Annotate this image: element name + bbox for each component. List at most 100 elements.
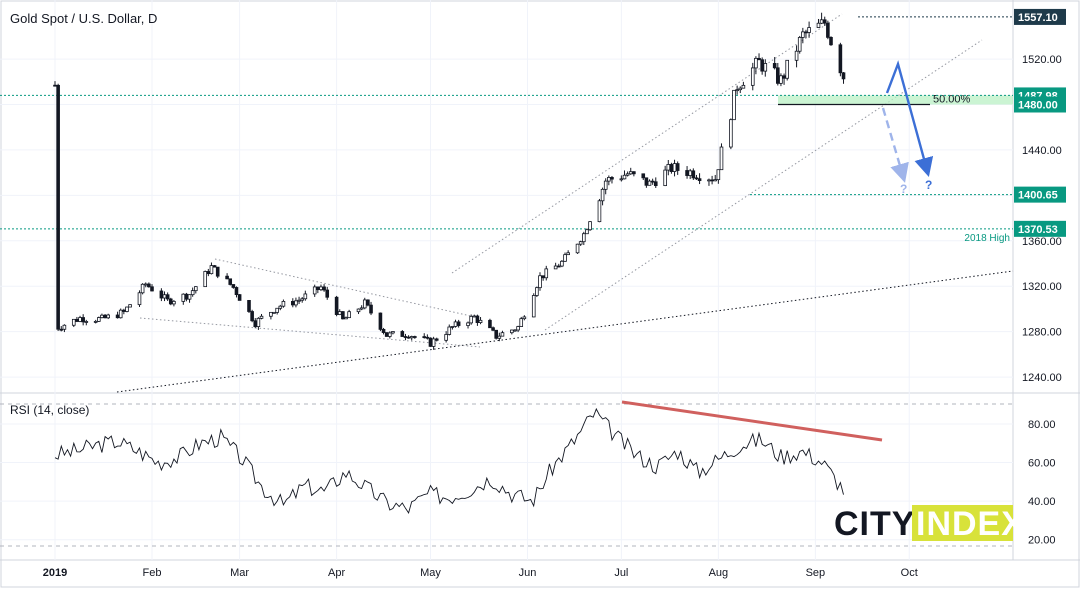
candle-down xyxy=(669,164,674,172)
city-index-logo: CITY INDEX xyxy=(834,505,1025,543)
rsi-title[interactable]: RSI (14, close) xyxy=(10,403,89,417)
candle-up xyxy=(741,84,746,89)
candle-up xyxy=(513,329,517,332)
candle-down xyxy=(231,284,236,288)
candle-up xyxy=(359,307,364,310)
candle-up xyxy=(779,75,783,84)
candle-down xyxy=(556,265,561,268)
candle-up xyxy=(628,171,633,175)
candle-up xyxy=(553,265,558,270)
candle-down xyxy=(475,315,480,323)
candle-up xyxy=(578,241,583,245)
candle-down xyxy=(59,328,64,331)
candle-down xyxy=(75,318,79,322)
candle-down xyxy=(838,44,843,74)
forecast-arrow-bounce xyxy=(885,60,934,177)
candle-down xyxy=(804,31,808,34)
candle-up xyxy=(672,163,677,172)
candle-down xyxy=(434,338,439,341)
time-tick-label: Apr xyxy=(328,567,345,579)
candle-up xyxy=(256,317,261,327)
price-level-box xyxy=(1014,96,1066,113)
candle-up xyxy=(344,317,348,320)
candle-up xyxy=(125,306,129,312)
price-level-box xyxy=(1014,8,1066,25)
candle-down xyxy=(541,275,545,279)
candle-up xyxy=(469,315,473,324)
candle-up xyxy=(337,311,342,315)
candle-up xyxy=(544,268,549,279)
long-term-support-line xyxy=(116,270,1014,393)
candle-up xyxy=(497,335,502,339)
candle-up xyxy=(582,233,586,243)
candle-up xyxy=(663,169,667,187)
candle-up xyxy=(453,321,458,327)
rsi-divergence-line xyxy=(621,400,883,442)
candle-down xyxy=(325,289,330,298)
candle-down xyxy=(225,275,229,280)
candle-up xyxy=(278,305,283,309)
candle-up xyxy=(303,293,308,300)
candle-up xyxy=(472,315,477,318)
candle-up xyxy=(297,299,301,302)
candle-up xyxy=(566,252,570,256)
candle-down xyxy=(413,336,417,338)
candle-up xyxy=(819,19,824,24)
candle-up xyxy=(447,326,452,335)
candle-up xyxy=(312,286,317,295)
candle-up xyxy=(140,283,145,294)
candle-down xyxy=(425,336,430,339)
candle-up xyxy=(738,87,743,91)
candle-down xyxy=(422,336,427,338)
candle-up xyxy=(535,287,539,296)
time-tick-label: May xyxy=(420,567,441,579)
candle-down xyxy=(103,314,107,319)
candle-up xyxy=(750,67,755,86)
candle-up xyxy=(347,311,351,319)
candle-up xyxy=(797,37,802,52)
rsi-tick-label: 60.00 xyxy=(1028,458,1056,470)
candle-down xyxy=(381,328,386,333)
logo-index-text: INDEX xyxy=(916,505,1025,543)
time-tick-label: Aug xyxy=(709,567,729,579)
candle-up xyxy=(78,317,82,322)
candle-down xyxy=(369,304,373,314)
candle-down xyxy=(632,171,636,175)
candle-up xyxy=(625,173,630,176)
candle-down xyxy=(215,266,220,277)
time-tick-label: Sep xyxy=(806,567,826,579)
logo-highlight-box xyxy=(912,505,1013,541)
candle-down xyxy=(253,320,258,327)
candles xyxy=(53,12,846,350)
candle-down xyxy=(610,177,614,180)
candle-down xyxy=(772,63,777,69)
candle-up xyxy=(194,286,198,292)
candle-up xyxy=(478,319,483,323)
candle-up xyxy=(763,63,768,72)
price-level-label: 1400.65 xyxy=(1018,190,1058,202)
candle-up xyxy=(647,180,652,186)
candle-down xyxy=(56,84,60,330)
candle-down xyxy=(150,286,154,292)
price-axis[interactable]: 1240.001280.001320.001360.001400.001440.… xyxy=(1014,8,1066,384)
candle-down xyxy=(685,170,689,176)
price-level-box xyxy=(1014,220,1066,237)
price-levels: 50.00% 2018 High xyxy=(0,16,1013,244)
time-axis[interactable]: 2019 Feb Mar Apr May Jun Jul Aug Sep Oct xyxy=(43,567,918,579)
rsi-tick-label: 20.00 xyxy=(1028,535,1056,547)
time-tick-label: Mar xyxy=(230,567,249,579)
symbol-title[interactable]: Gold Spot / U.S. Dollar, D xyxy=(10,11,157,26)
candle-down xyxy=(697,178,702,181)
price-level-label: 1480.00 xyxy=(1018,99,1058,111)
price-level-box xyxy=(1014,186,1066,203)
candle-up xyxy=(466,322,470,326)
candle-up xyxy=(143,283,148,286)
candle-down xyxy=(228,278,233,285)
candle-up xyxy=(275,307,279,313)
candle-up xyxy=(187,294,192,300)
candle-up xyxy=(688,170,692,176)
candle-down xyxy=(378,312,383,330)
candle-up xyxy=(713,179,718,182)
candle-up xyxy=(603,180,608,190)
